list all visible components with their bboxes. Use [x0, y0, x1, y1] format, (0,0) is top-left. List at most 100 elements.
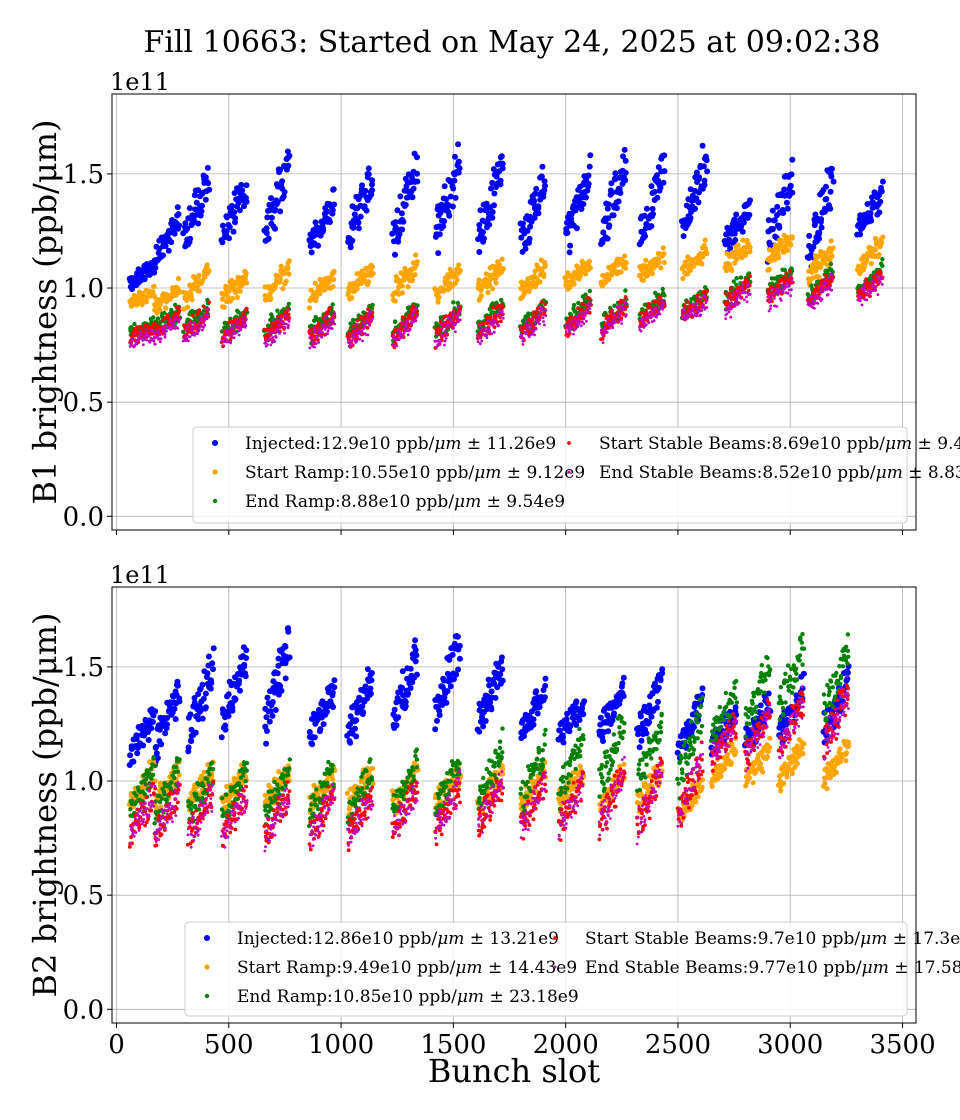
b1-point	[488, 185, 494, 192]
b1-point	[231, 323, 234, 327]
b1-point	[827, 276, 831, 280]
b1-point	[608, 180, 615, 187]
b1-point	[605, 201, 612, 208]
b2-point	[187, 711, 194, 718]
b1-point	[286, 152, 293, 159]
b1-point	[775, 252, 781, 259]
b2-point	[488, 688, 495, 695]
b1-point	[493, 280, 499, 286]
b1-point	[406, 333, 410, 337]
b1-point	[745, 279, 750, 284]
b2-point	[530, 716, 537, 723]
b1-point	[704, 168, 711, 175]
b1-point	[329, 207, 336, 214]
b1-point	[725, 312, 729, 316]
b1-point	[196, 288, 203, 294]
b1-point	[190, 313, 195, 318]
b1-point	[275, 308, 280, 313]
b1-point	[724, 317, 728, 320]
b1-point	[269, 338, 272, 341]
b1-point	[363, 265, 369, 272]
b1-point	[182, 220, 189, 227]
b1-point	[162, 330, 166, 334]
b1-point	[147, 334, 151, 338]
b1-point	[658, 265, 664, 271]
b2-point	[235, 680, 242, 687]
b1-point	[489, 179, 496, 186]
b1-point	[400, 315, 405, 320]
b1-point	[582, 317, 586, 321]
b1-point	[788, 242, 794, 248]
b2-point	[274, 670, 281, 677]
b1-point	[583, 314, 587, 317]
b1-point	[564, 330, 568, 333]
b1-point	[234, 331, 238, 335]
b1-point	[699, 261, 705, 267]
b1-point	[740, 287, 744, 291]
b1-point	[410, 322, 413, 326]
b1-point	[204, 262, 210, 268]
b1-point	[231, 326, 235, 330]
b1-point	[402, 201, 409, 208]
b1-point	[184, 225, 191, 232]
b1-point	[733, 211, 740, 218]
b1-point	[198, 208, 205, 215]
b2-point	[282, 675, 289, 682]
b1-point	[484, 326, 487, 330]
b2-point	[488, 706, 495, 713]
b1-point	[654, 172, 660, 179]
b1-point	[329, 319, 332, 323]
b1-point	[443, 330, 447, 334]
b1-point	[784, 285, 788, 289]
b1-point	[441, 334, 445, 338]
b1-point	[816, 235, 822, 242]
b1-point	[441, 288, 447, 294]
b1-point	[735, 289, 739, 293]
b1-point	[285, 266, 291, 272]
b2-point	[243, 655, 250, 661]
b1-point	[207, 308, 210, 312]
b1-point	[188, 335, 192, 339]
b1-point	[176, 326, 180, 330]
b1-point	[700, 309, 704, 312]
b2-point	[480, 723, 487, 730]
b2-point	[192, 729, 199, 736]
b1-point	[600, 229, 607, 236]
b1-point	[322, 323, 326, 327]
b1-point	[818, 224, 825, 231]
b1-point	[656, 259, 662, 265]
b1-point	[638, 311, 643, 315]
b1-point	[613, 205, 620, 212]
b1-y-tick-label: 0.5	[63, 388, 104, 418]
b1-point	[500, 305, 505, 310]
b1-point	[365, 165, 372, 172]
b1-point	[784, 271, 789, 275]
b1-point	[735, 295, 739, 299]
b1-point	[879, 178, 886, 185]
b1-point	[538, 318, 542, 322]
b1-point	[395, 238, 402, 245]
b1-point	[743, 290, 747, 294]
b1-point	[866, 281, 871, 285]
b1-point	[330, 327, 334, 330]
b1-point	[695, 199, 702, 206]
b1-point	[831, 277, 834, 281]
b1-point	[501, 317, 505, 320]
b1-point	[415, 306, 419, 310]
b1-point	[585, 180, 592, 187]
b1-point	[234, 294, 240, 301]
b1-point	[273, 330, 277, 334]
b1-point	[268, 295, 274, 301]
b1-point	[876, 209, 883, 216]
b1-point	[620, 318, 623, 322]
b1-point	[735, 242, 741, 248]
b1-point	[746, 211, 753, 218]
b1-point	[226, 224, 233, 230]
b1-point	[816, 302, 820, 305]
b1-point	[349, 237, 356, 244]
b1-point	[570, 319, 574, 323]
b1-point	[789, 189, 796, 196]
b1-point	[327, 219, 333, 225]
b1-point	[143, 335, 147, 339]
b1-point	[865, 298, 869, 302]
